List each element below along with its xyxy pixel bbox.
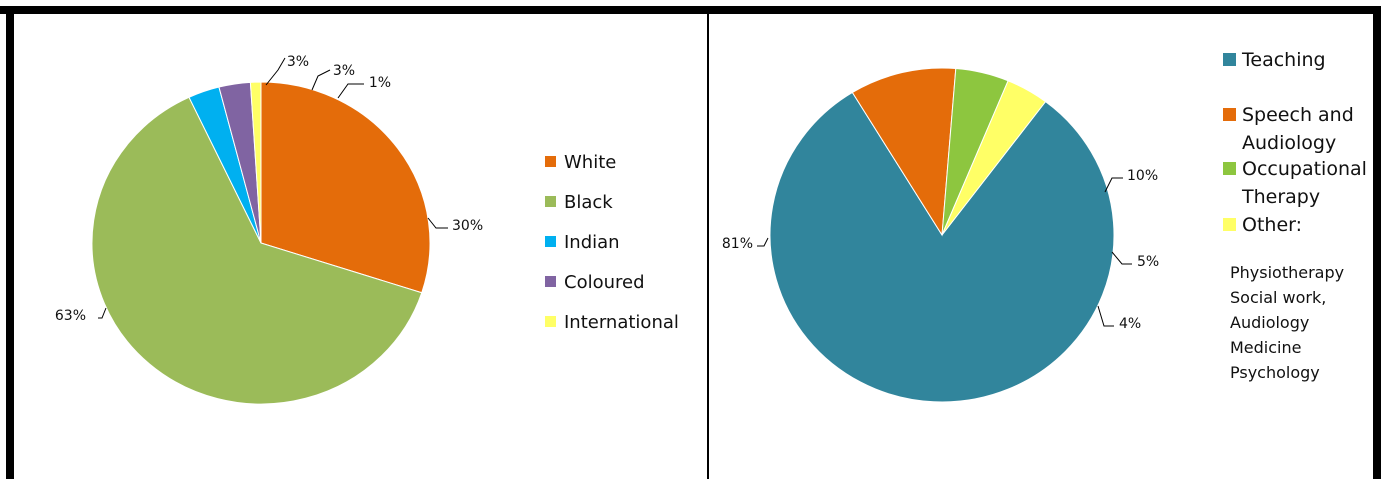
leader-line-coloured bbox=[311, 69, 331, 91]
legend-label-speech-and-audiology: Speech and Audiology bbox=[1242, 104, 1354, 154]
legend-label-teaching: Teaching bbox=[1241, 49, 1326, 71]
pie-slice-other bbox=[941, 80, 1047, 236]
data-label-black: 63% bbox=[55, 308, 86, 324]
data-label-indian: 3% bbox=[287, 54, 309, 70]
frame-top-border bbox=[0, 6, 1381, 14]
leader-line-international bbox=[337, 83, 364, 99]
legend-label-coloured: Coloured bbox=[564, 272, 645, 293]
pie-slice-speech-and-audiology bbox=[851, 67, 957, 237]
legend-label-black: Black bbox=[564, 192, 613, 213]
panel-divider bbox=[707, 14, 709, 479]
leader-line-speech-and-audiology bbox=[1104, 177, 1123, 193]
legend-swatch-international bbox=[545, 316, 556, 327]
annotation-line: Audiology bbox=[1230, 313, 1310, 332]
annotation-line: Social work, bbox=[1230, 288, 1327, 307]
legend-swatch-coloured bbox=[545, 276, 556, 287]
data-label-teaching: 81% bbox=[722, 236, 753, 252]
data-label-coloured: 3% bbox=[333, 63, 355, 79]
leader-line-indian bbox=[265, 57, 286, 86]
pie-slice-black bbox=[91, 96, 423, 405]
legend-label-occupational-therapy: Occupational Therapy bbox=[1241, 158, 1367, 208]
frame-left-border bbox=[6, 6, 14, 479]
legend-swatch-occupational-therapy bbox=[1223, 162, 1236, 175]
legend-swatch-white bbox=[545, 156, 556, 167]
data-label-occupational-therapy: 5% bbox=[1137, 254, 1159, 270]
legend-label-indian: Indian bbox=[564, 232, 620, 253]
leader-line-black bbox=[98, 307, 107, 319]
legend-swatch-black bbox=[545, 196, 556, 207]
pie-slice-white bbox=[260, 81, 431, 294]
legend-label-international: International bbox=[564, 312, 679, 333]
annotation-line: Psychology bbox=[1230, 363, 1320, 382]
frame-right-border bbox=[1373, 6, 1381, 479]
pie-slice-international bbox=[249, 81, 262, 244]
data-label-other: 4% bbox=[1119, 316, 1141, 332]
other-annotation: Physiotherapy Social work, Audiology Med… bbox=[1230, 260, 1370, 385]
leader-line-other bbox=[1097, 305, 1114, 327]
data-label-white: 30% bbox=[452, 218, 483, 234]
annotation-line: Medicine bbox=[1230, 338, 1302, 357]
leader-line-teaching bbox=[757, 237, 769, 247]
leader-line-white bbox=[427, 217, 448, 229]
data-label-speech-and-audiology: 10% bbox=[1127, 168, 1158, 184]
annotation-line: Physiotherapy bbox=[1230, 263, 1345, 282]
legend-label-white: White bbox=[564, 152, 616, 173]
leader-line-occupational-therapy bbox=[1111, 251, 1132, 265]
legend-swatch-teaching bbox=[1223, 53, 1236, 66]
legend-swatch-other bbox=[1223, 218, 1236, 231]
legend-label-other: Other: bbox=[1242, 214, 1302, 236]
legend-swatch-speech-and-audiology bbox=[1223, 108, 1236, 121]
legend-swatch-indian bbox=[545, 236, 556, 247]
data-label-international: 1% bbox=[369, 75, 391, 91]
pie-slice-teaching bbox=[769, 91, 1115, 403]
